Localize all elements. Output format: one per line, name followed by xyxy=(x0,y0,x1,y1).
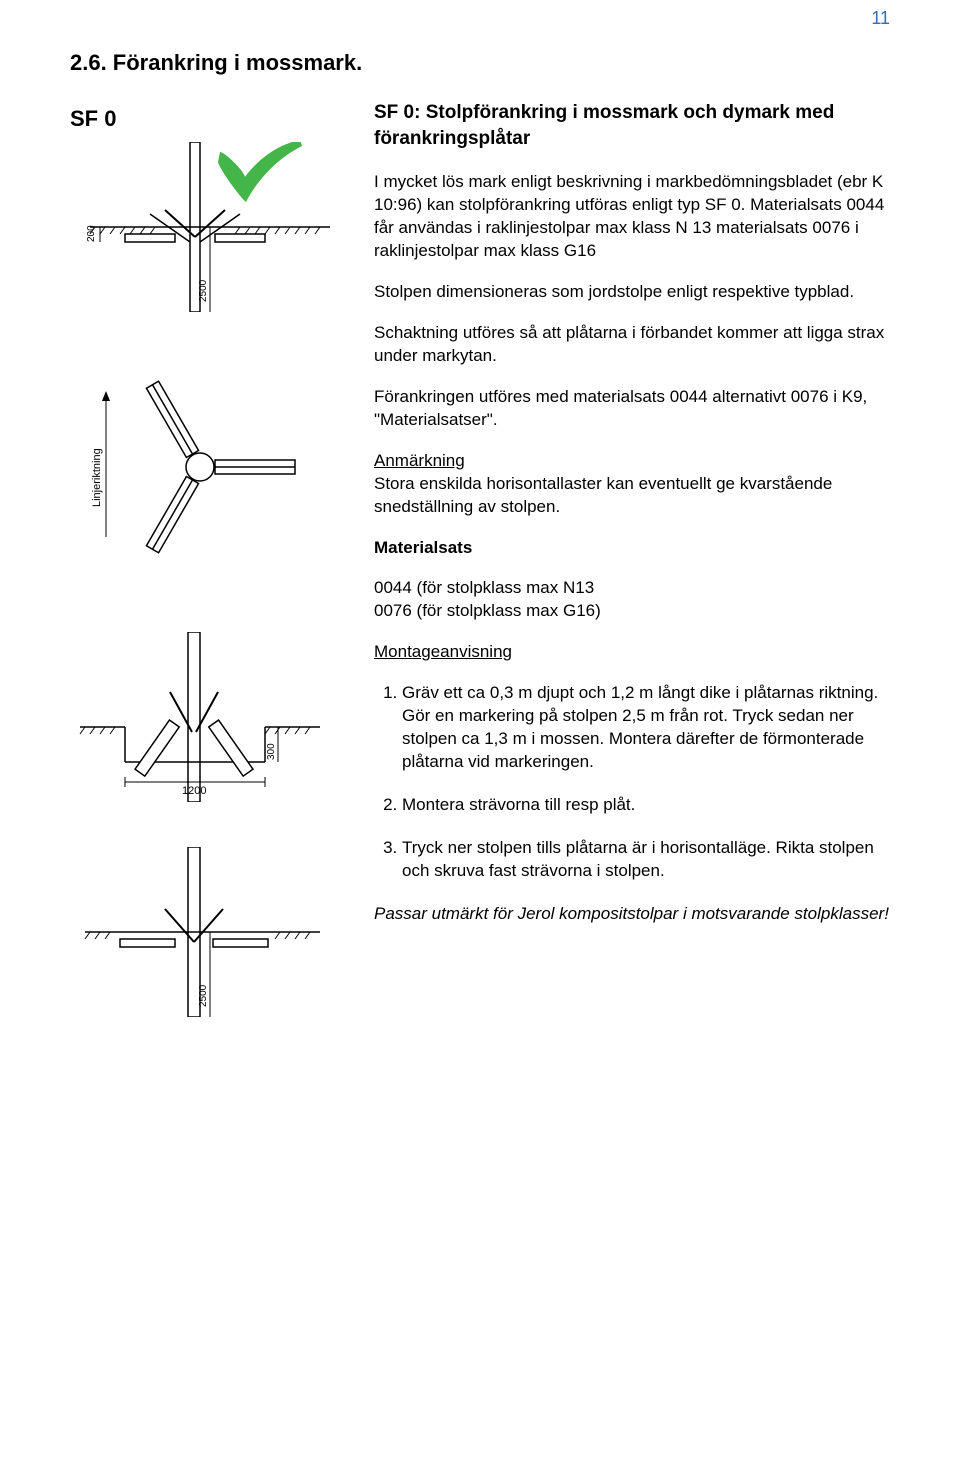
sf-label: SF 0 xyxy=(70,106,350,132)
materials-line-2: 0076 (för stolpklass max G16) xyxy=(374,601,601,620)
footer-note: Passar utmärkt för Jerol kompositstolpar… xyxy=(374,903,890,926)
materials-label: Materialsats xyxy=(374,537,890,560)
figure-4-final: 2500 xyxy=(70,847,350,1022)
remark-label: Anmärkning xyxy=(374,451,465,470)
paragraph-4: Förankringen utföres med materialsats 00… xyxy=(374,386,890,432)
materials-list: 0044 (för stolpklass max N13 0076 (för s… xyxy=(374,577,890,623)
step-3: Tryck ner stolpen tills plåtarna är i ho… xyxy=(402,837,890,883)
subtitle: SF 0: Stolpförankring i mossmark och dym… xyxy=(374,100,890,151)
svg-text:1200: 1200 xyxy=(182,785,206,797)
svg-text:200: 200 xyxy=(86,225,97,242)
text-column: SF 0: Stolpförankring i mossmark och dym… xyxy=(374,100,890,1022)
two-column-layout: SF 0 xyxy=(70,100,890,1022)
remark-text: Stora enskilda horisontallaster kan even… xyxy=(374,474,832,516)
paragraph-1: I mycket lös mark enligt beskrivning i m… xyxy=(374,171,890,263)
figure-2-top-view: Linjeriktning xyxy=(70,357,350,572)
svg-text:300: 300 xyxy=(266,743,277,760)
assembly-label: Montageanvisning xyxy=(374,641,890,664)
paragraph-2: Stolpen dimensioneras som jordstolpe enl… xyxy=(374,281,890,304)
step-2: Montera strävorna till resp plåt. xyxy=(402,794,890,817)
assembly-steps: Gräv ett ca 0,3 m djupt och 1,2 m långt … xyxy=(374,682,890,883)
step-1: Gräv ett ca 0,3 m djupt och 1,2 m långt … xyxy=(402,682,890,774)
svg-text:2500: 2500 xyxy=(198,279,209,302)
materials-line-1: 0044 (för stolpklass max N13 xyxy=(374,578,594,597)
figure-3-install: 1200 300 xyxy=(70,632,350,807)
figure-column: SF 0 xyxy=(70,100,350,1022)
svg-text:Linjeriktning: Linjeriktning xyxy=(91,448,103,507)
checkmark-icon xyxy=(218,142,302,202)
figure-1-side-view: 200 2500 xyxy=(70,142,350,317)
page-number: 11 xyxy=(871,8,890,29)
svg-text:2500: 2500 xyxy=(198,984,209,1007)
section-heading: 2.6. Förankring i mossmark. xyxy=(70,50,890,76)
remark-block: Anmärkning Stora enskilda horisontallast… xyxy=(374,450,890,519)
page: 11 2.6. Förankring i mossmark. SF 0 xyxy=(0,0,960,1464)
paragraph-3: Schaktning utföres så att plåtarna i för… xyxy=(374,322,890,368)
